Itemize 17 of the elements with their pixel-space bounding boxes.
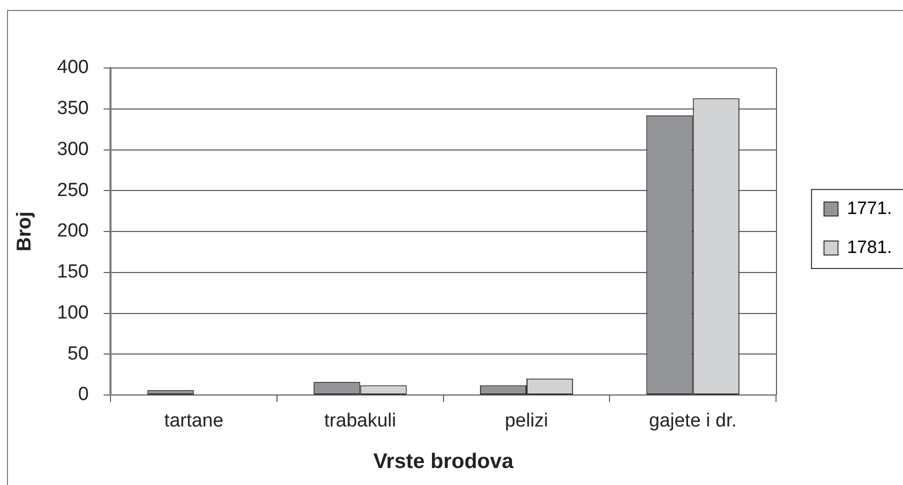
y-tick-label: 250: [57, 180, 89, 201]
y-tick-label: 400: [57, 57, 89, 78]
x-tick-label: tartane: [164, 410, 224, 432]
x-tick-label: pelizi: [504, 410, 548, 432]
y-tick-label: 200: [57, 220, 89, 242]
y-tick-label: 350: [57, 98, 89, 120]
y-tick-label: 0: [78, 384, 89, 406]
x-axis-title: Vrste brodova: [373, 450, 514, 474]
x-tick-label: gajete i dr.: [649, 410, 737, 432]
legend-label: 1781.: [847, 236, 892, 257]
y-tick-label: 100: [57, 302, 89, 324]
y-tick-label: 150: [57, 262, 89, 283]
y-tick-label: 50: [68, 343, 89, 364]
y-axis-title: Broj: [14, 212, 36, 252]
legend-label: 1771.: [847, 198, 892, 218]
x-tick-label: trabakuli: [324, 410, 396, 432]
y-tick-label: 300: [57, 138, 89, 160]
